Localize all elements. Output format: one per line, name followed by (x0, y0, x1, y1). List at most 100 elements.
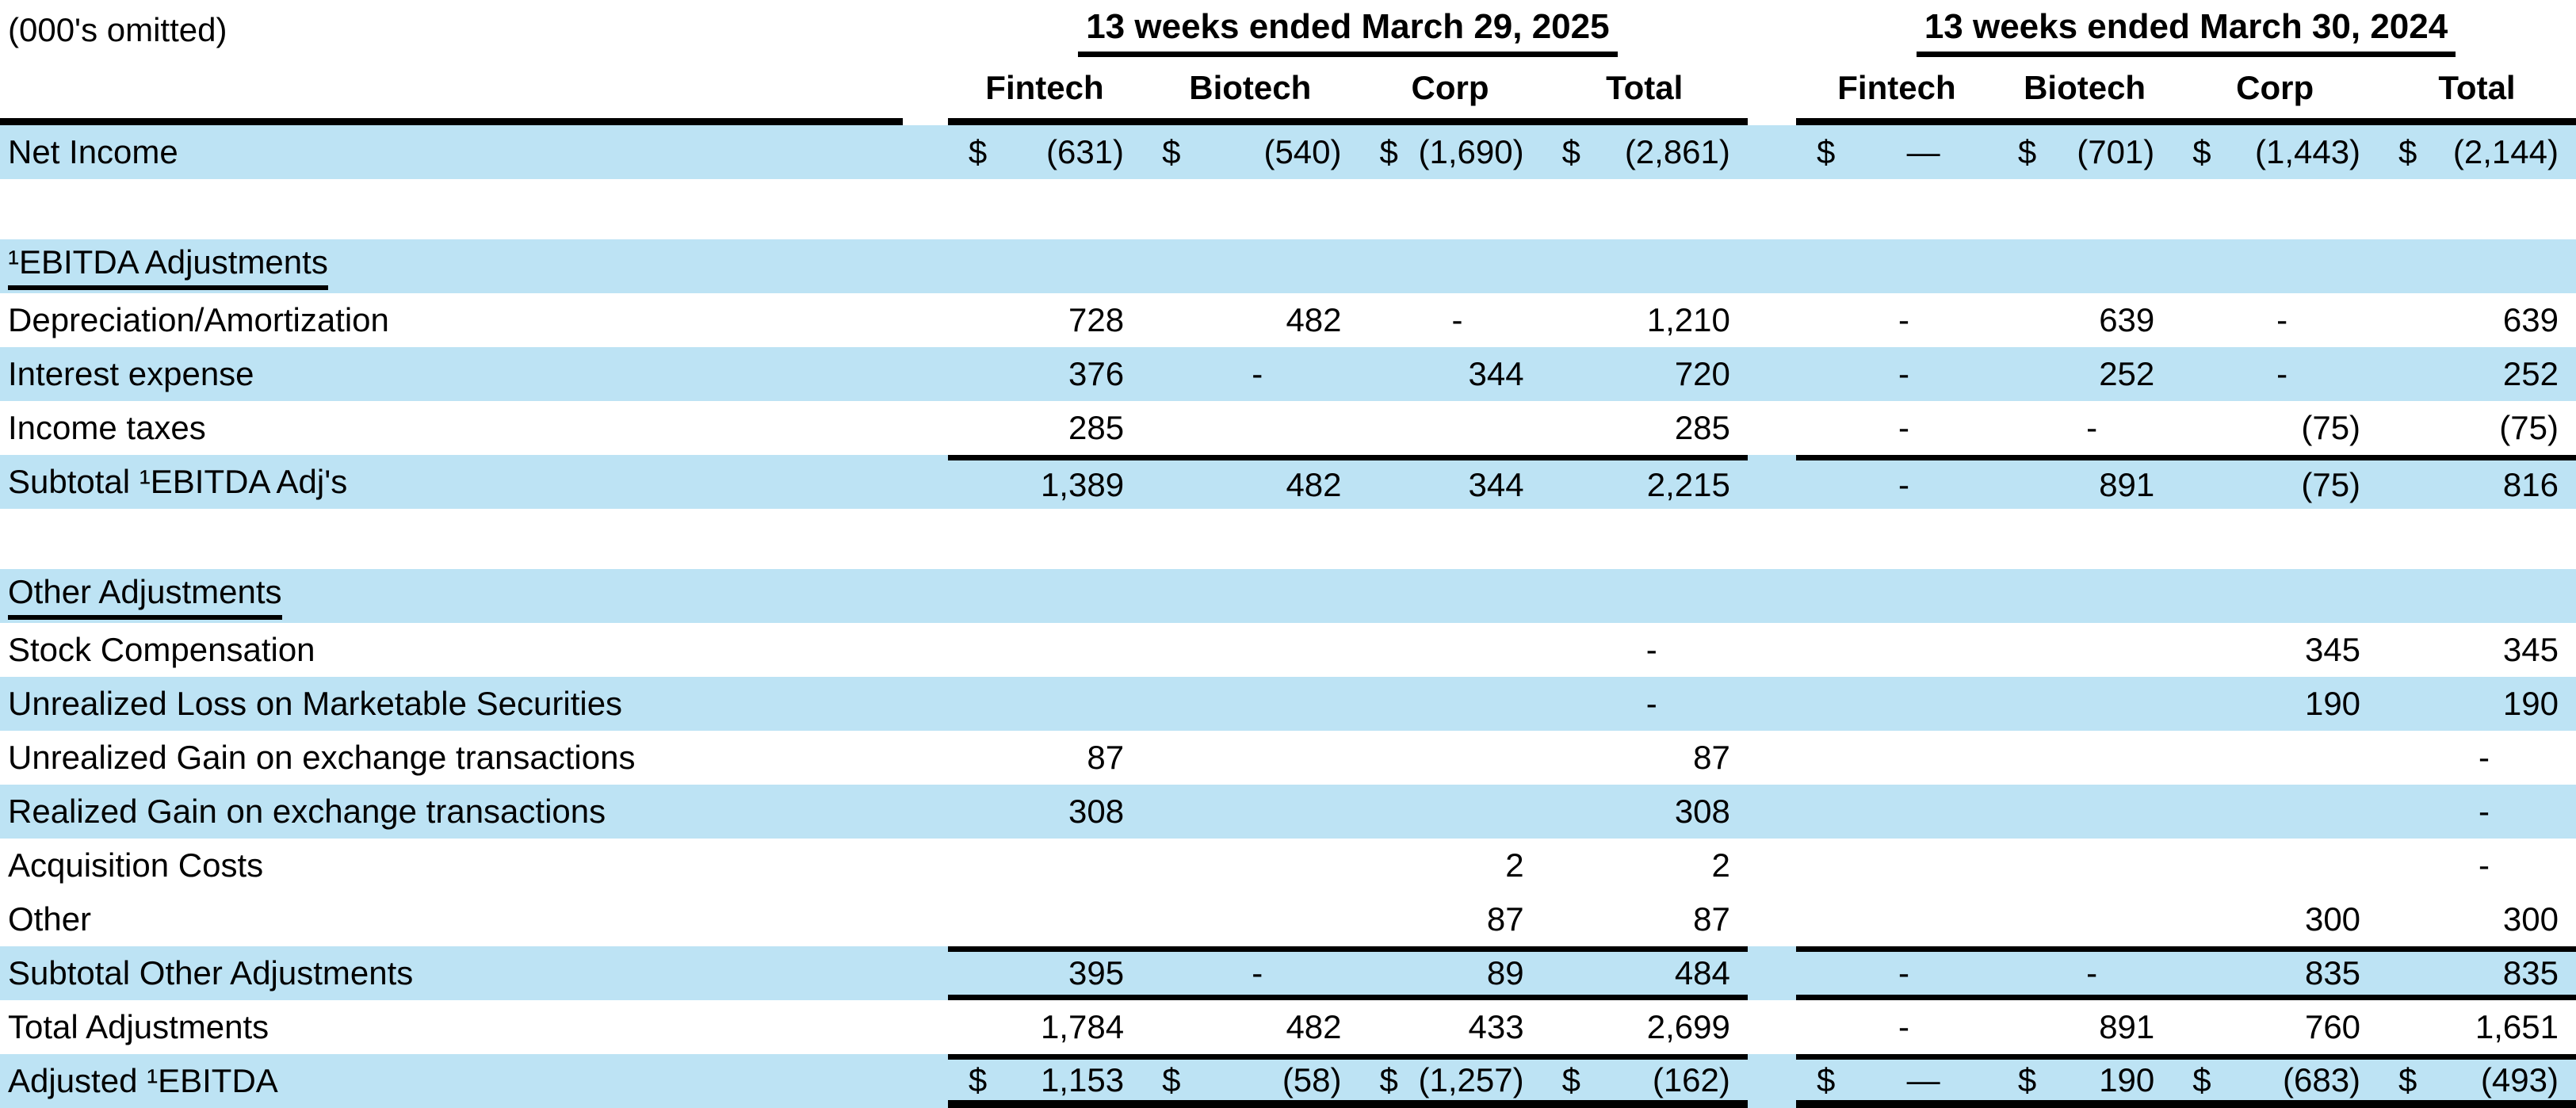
table-cell: 2 (1359, 839, 1542, 892)
cell-value: 285 (1068, 409, 1125, 446)
row-label-cell: Unrealized Loss on Marketable Securities (0, 677, 903, 731)
spacer-row (0, 509, 2576, 569)
table-cell (1997, 239, 2172, 293)
column-header-label: Biotech (2024, 68, 2146, 106)
cell-value: 720 (1674, 355, 1730, 392)
table-cell (1542, 239, 1748, 293)
column-spacer (903, 57, 948, 125)
row-label-cell: Depreciation/Amortization (0, 293, 903, 347)
table-row: Realized Gain on exchange transactions 30… (0, 785, 2576, 839)
table-cell: 1,784 (948, 1000, 1141, 1054)
row-label: Net Income (8, 133, 178, 170)
table-cell (1359, 239, 1542, 293)
table-cell: 87 (1542, 892, 1748, 946)
table-cell: $ (162) (1542, 1060, 1748, 1100)
table-cell (2172, 839, 2378, 892)
table-cell (1542, 569, 1748, 623)
table-cell (1796, 839, 1997, 892)
table-cell: - (1796, 460, 1997, 509)
table-cell: 2,215 (1542, 460, 1748, 509)
table-row: Subtotal ¹EBITDA Adj's 1,389 482 344 2,215 - 8… (0, 455, 2576, 509)
table-cell (2378, 179, 2576, 239)
row-label-cell: Total Adjustments (0, 1000, 903, 1054)
currency-symbol: $ (2017, 1060, 2037, 1098)
cell-value: 433 (1468, 1008, 1524, 1045)
table-cell: (75) (2172, 401, 2378, 455)
table-cell (1796, 677, 1997, 731)
table-cell (2378, 509, 2576, 569)
table-cell: 190 (2378, 677, 2576, 731)
cell-value: — (1906, 133, 1940, 170)
group-2025-cells: 376 - 344 720 (948, 347, 1748, 401)
cell-value: - (2479, 846, 2490, 884)
cell-value: 639 (2099, 301, 2155, 338)
column-header: Corp (1359, 57, 1542, 118)
table-cell: - (1542, 677, 1748, 731)
column-spacer (1748, 731, 1796, 785)
period-title-2025: 13 weeks ended March 29, 2025 (1078, 7, 1618, 57)
column-spacer (903, 401, 948, 455)
period-2024-header: 13 weeks ended March 30, 2024 (1796, 6, 2576, 57)
column-spacer (903, 1000, 948, 1054)
table-cell: 308 (1542, 785, 1748, 839)
table-cell (1359, 731, 1542, 785)
cell-value: - (1898, 954, 1909, 991)
table-cell: 835 (2172, 952, 2378, 995)
table-cell (2172, 569, 2378, 623)
table-cell: - (1796, 1000, 1997, 1054)
table-cell: - (1997, 952, 2172, 995)
cell-value: 344 (1468, 465, 1524, 503)
cell-value: - (2086, 409, 2098, 446)
currency-symbol: $ (968, 1060, 988, 1098)
cell-value: - (2276, 301, 2288, 338)
column-spacer (903, 1054, 948, 1108)
table-cell: - (1141, 952, 1359, 995)
table-cell (948, 677, 1141, 731)
cell-value: (631) (1046, 133, 1125, 170)
table-cell (1796, 785, 1997, 839)
table-cell: (75) (2172, 460, 2378, 509)
table-cell (1359, 623, 1542, 677)
cell-value: - (1898, 301, 1909, 338)
row-label-cell: Stock Compensation (0, 623, 903, 677)
cell-value: - (1898, 409, 1909, 446)
column-spacer (1748, 401, 1796, 455)
table-cell: $ (540) (1141, 125, 1359, 179)
group-2025-cells (948, 239, 1748, 293)
group-2025-cells (948, 509, 1748, 569)
table-cell (1359, 785, 1542, 839)
table-body: Net Income $ (631) $ (540) $ (1,690) $ (2,861) $ —… (0, 125, 2576, 1108)
column-header: Biotech (1141, 57, 1359, 118)
cell-value: 835 (2304, 954, 2361, 991)
table-cell (1997, 509, 2172, 569)
cell-value: 1,651 (2475, 1008, 2559, 1045)
cell-value: (2,144) (2452, 133, 2559, 170)
table-cell (948, 623, 1141, 677)
table-cell (1141, 239, 1359, 293)
table-cell (1997, 569, 2172, 623)
table-cell (1141, 569, 1359, 623)
group-2024-cells: 300 300 (1796, 892, 2576, 946)
currency-symbol: $ (2192, 1060, 2211, 1098)
cell-value: 252 (2502, 355, 2559, 392)
cell-value: - (1898, 465, 1909, 503)
table-cell (1359, 569, 1542, 623)
group-2024-cells: - (1796, 731, 2576, 785)
cell-value: 816 (2502, 465, 2559, 503)
table-cell (1141, 839, 1359, 892)
cell-value: 89 (1486, 954, 1524, 991)
cell-value: - (1898, 355, 1909, 392)
column-spacer (1748, 179, 1796, 239)
table-cell: $ (1,690) (1359, 125, 1542, 179)
cell-value: (701) (2077, 133, 2155, 170)
cell-value: - (2276, 355, 2288, 392)
cell-value: (2,861) (1624, 133, 1730, 170)
column-spacer (1748, 677, 1796, 731)
row-label-cell: Adjusted ¹EBITDA (0, 1054, 903, 1108)
table-cell (2172, 731, 2378, 785)
table-cell: 285 (1542, 401, 1748, 455)
column-spacer (1748, 293, 1796, 347)
row-label: Adjusted ¹EBITDA (8, 1062, 278, 1099)
